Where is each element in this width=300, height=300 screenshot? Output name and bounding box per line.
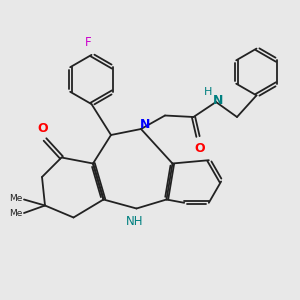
Text: H: H bbox=[204, 87, 213, 97]
Text: F: F bbox=[85, 36, 92, 49]
Text: N: N bbox=[140, 118, 150, 131]
Text: N: N bbox=[213, 94, 224, 107]
Text: Me: Me bbox=[9, 194, 22, 203]
Text: O: O bbox=[37, 122, 48, 135]
Text: NH: NH bbox=[126, 215, 144, 228]
Text: O: O bbox=[195, 142, 206, 154]
Text: Me: Me bbox=[9, 209, 22, 218]
